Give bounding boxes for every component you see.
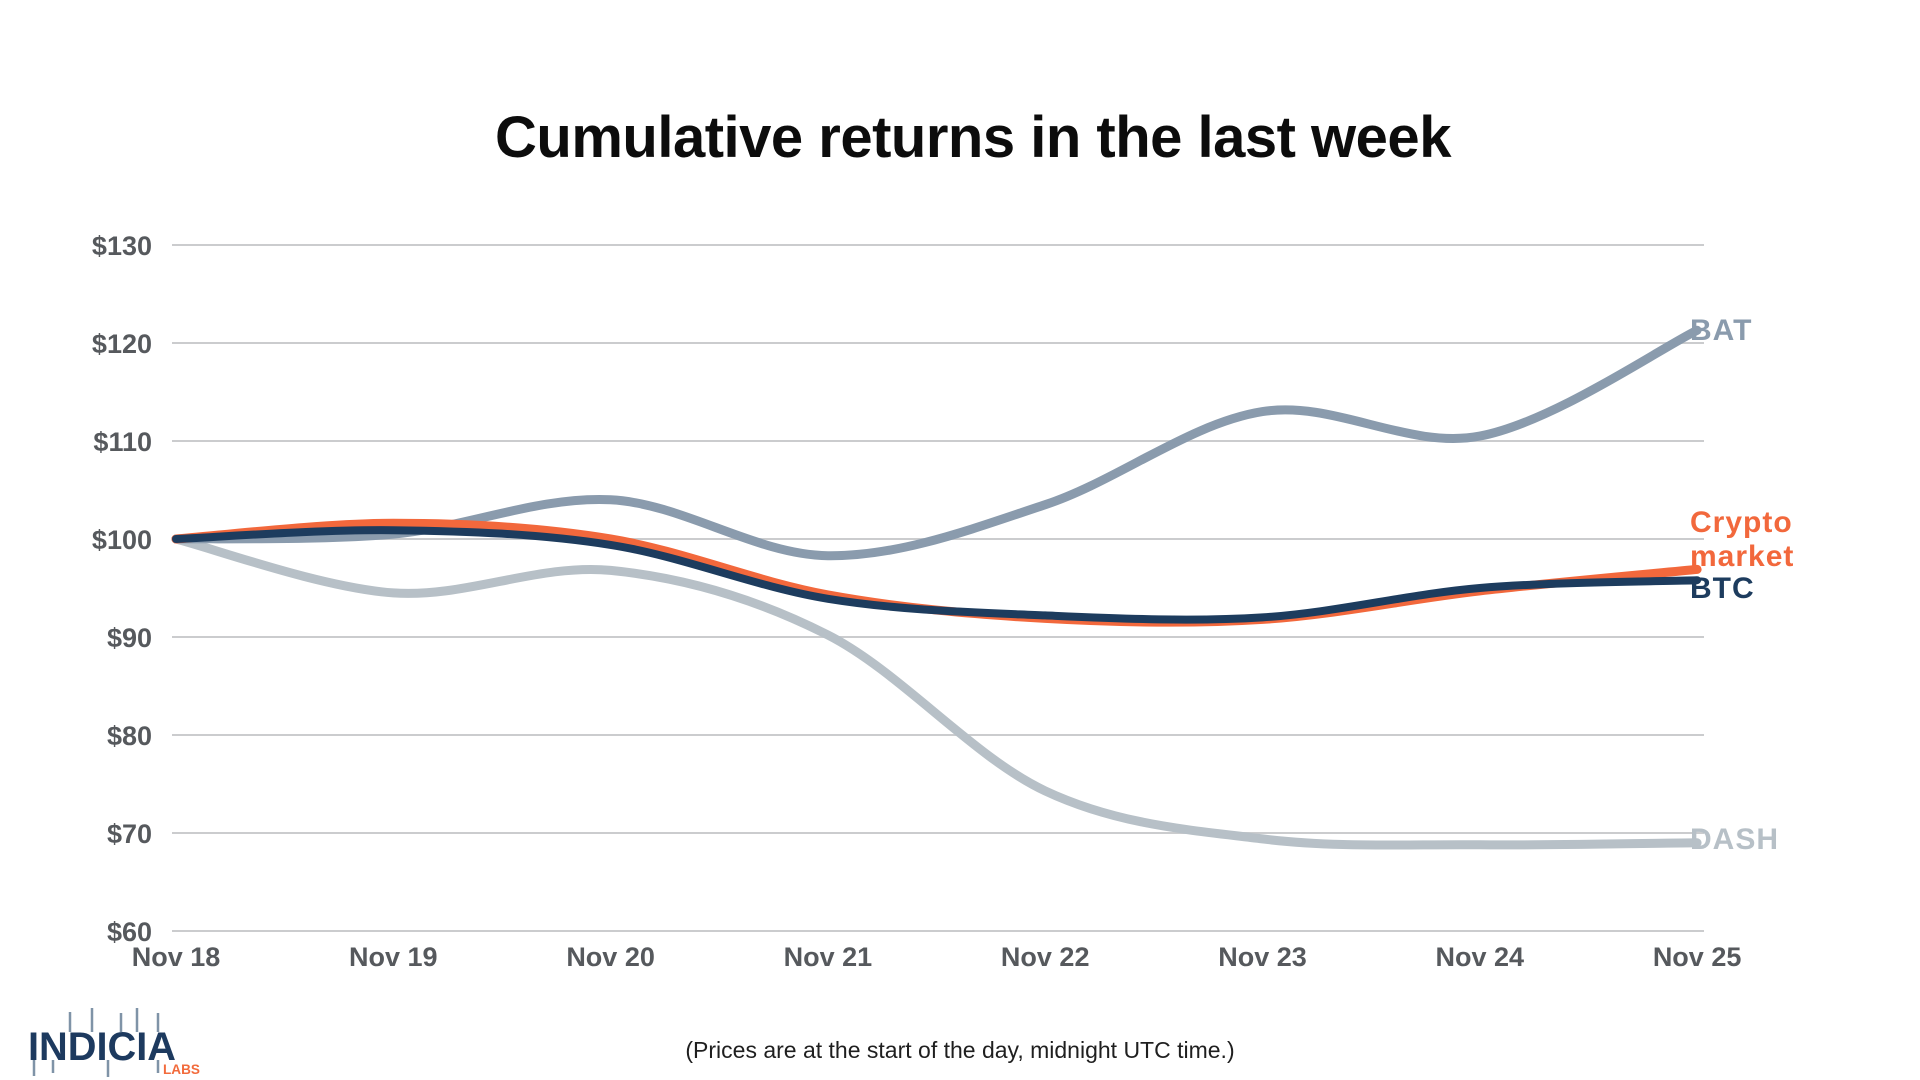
logo-wordmark: INDICIA	[28, 1025, 176, 1069]
x-axis-label: Nov 23	[1218, 942, 1307, 972]
x-axis-label: Nov 25	[1653, 942, 1742, 972]
logo-sub-wordmark: LABS	[163, 1061, 200, 1077]
y-axis-labels: $130 $120 $110 $100 $90 $80 $70 $60	[92, 231, 152, 947]
y-axis-label: $130	[92, 231, 152, 261]
y-axis-label: $100	[92, 525, 152, 555]
y-axis-label: $110	[93, 427, 152, 457]
y-axis-label: $70	[107, 819, 152, 849]
logo-candlestick-wicks	[32, 1008, 160, 1077]
price-footnote: (Prices are at the start of the day, mid…	[685, 1037, 1235, 1063]
series-line-btc	[172, 526, 1702, 624]
y-axis-label: $60	[107, 917, 152, 947]
x-axis-label: Nov 24	[1436, 942, 1525, 972]
series-label-dash: DASH	[1690, 823, 1780, 856]
y-axis-label: $80	[107, 721, 152, 751]
indicia-labs-logo: INDICIA LABS	[28, 1008, 200, 1077]
series-lines	[171, 325, 1702, 850]
x-axis-label: Nov 20	[566, 942, 655, 972]
x-axis-labels: Nov 18 Nov 19 Nov 20 Nov 21 Nov 22 Nov 23 Nov …	[132, 942, 1742, 972]
x-axis-label: Nov 19	[349, 942, 438, 972]
y-axis-label: $90	[107, 623, 152, 653]
chart-title: Cumulative returns in the last week	[495, 105, 1451, 170]
x-axis-label: Nov 18	[132, 942, 221, 972]
gridlines	[172, 244, 1704, 932]
series-line-dash	[171, 534, 1702, 850]
y-axis-label: $120	[92, 329, 152, 359]
x-axis-label: Nov 21	[784, 942, 873, 972]
series-label-btc: BTC	[1690, 572, 1755, 605]
series-label-crypto-market: Crypto market	[1690, 506, 1795, 573]
x-axis-label: Nov 22	[1001, 942, 1090, 972]
series-label-bat: BAT	[1690, 314, 1753, 347]
